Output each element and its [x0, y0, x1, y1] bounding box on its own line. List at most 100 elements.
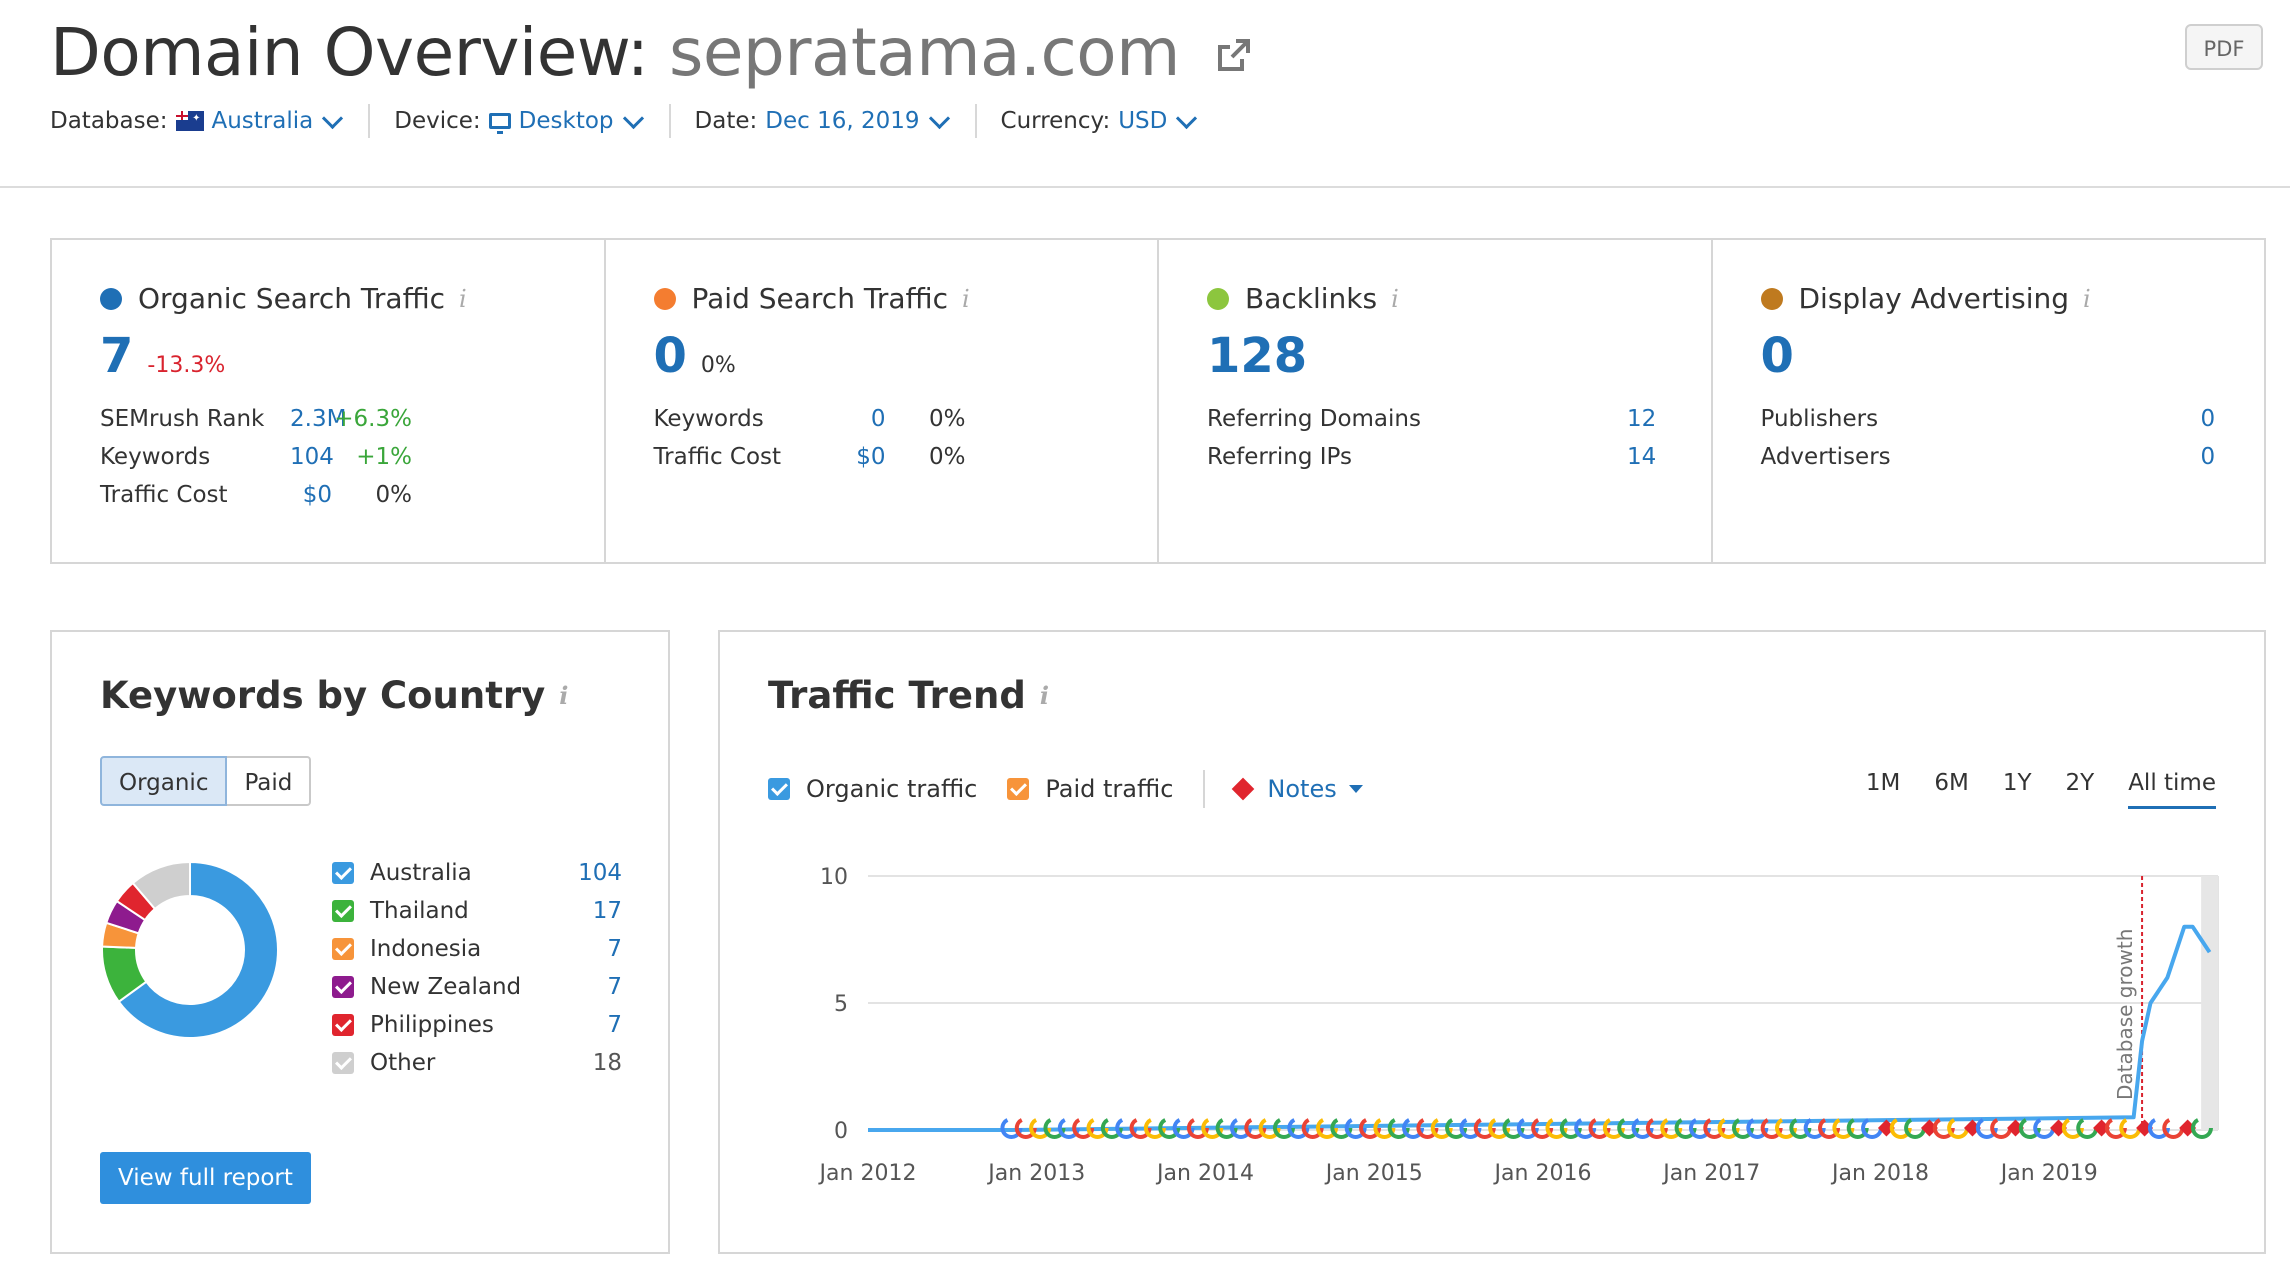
note-marker[interactable]: [1559, 1117, 1582, 1139]
info-icon[interactable]: i: [2083, 284, 2091, 313]
note-marker[interactable]: [1359, 1117, 1382, 1139]
note-marker[interactable]: [1057, 1117, 1080, 1139]
chevron-down-icon[interactable]: [622, 107, 644, 129]
note-marker[interactable]: [1072, 1117, 1095, 1139]
legend-item[interactable]: Philippines 7: [332, 1006, 622, 1044]
checkbox-icon[interactable]: [332, 1052, 354, 1074]
database-value[interactable]: Australia: [211, 108, 314, 134]
note-marker[interactable]: [1402, 1117, 1425, 1139]
note-marker[interactable]: [1258, 1117, 1281, 1139]
backlinks-count[interactable]: 128: [1207, 328, 1308, 384]
display-count[interactable]: 0: [1760, 328, 1794, 384]
note-marker[interactable]: [1244, 1117, 1267, 1139]
notes-dropdown[interactable]: Notes: [1232, 775, 1363, 803]
row-value[interactable]: 0: [870, 406, 886, 432]
note-marker[interactable]: [1459, 1117, 1482, 1139]
external-link-icon[interactable]: [1214, 14, 1254, 91]
note-marker[interactable]: [1631, 1117, 1654, 1139]
note-marker[interactable]: [1516, 1117, 1539, 1139]
note-marker[interactable]: [1229, 1117, 1252, 1139]
device-value[interactable]: Desktop: [518, 108, 614, 134]
range-2y[interactable]: 2Y: [2065, 770, 2095, 796]
note-marker[interactable]: [1602, 1117, 1625, 1139]
paid-traffic-value[interactable]: 0: [653, 328, 687, 384]
note-marker[interactable]: [1889, 1117, 1912, 1139]
note-marker[interactable]: [1502, 1117, 1525, 1139]
note-marker[interactable]: [1014, 1117, 1037, 1139]
organic-traffic-line[interactable]: [868, 924, 2212, 1132]
donut-slice-australia[interactable]: [117, 860, 279, 1039]
note-marker[interactable]: [1660, 1117, 1683, 1139]
note-marker[interactable]: [1029, 1117, 1052, 1139]
note-marker[interactable]: [1100, 1117, 1123, 1139]
card-title[interactable]: Display Advertising: [1798, 282, 2070, 315]
note-marker[interactable]: [1760, 1117, 1783, 1139]
row-value[interactable]: 0: [2200, 444, 2216, 470]
traffic-trend-chart[interactable]: 0 5 10 Jan 2012 Jan 2013 Jan 2014 Jan 2015 Jan …: [720, 632, 2264, 1252]
checkbox-icon[interactable]: [332, 1014, 354, 1036]
card-title[interactable]: Organic Search Traffic: [138, 282, 446, 315]
note-marker[interactable]: [1330, 1117, 1353, 1139]
note-marker[interactable]: [1832, 1117, 1855, 1139]
info-icon[interactable]: i: [559, 681, 569, 710]
note-marker[interactable]: [2190, 1117, 2213, 1139]
note-marker[interactable]: [1387, 1117, 1410, 1139]
note-marker[interactable]: [1172, 1117, 1195, 1139]
view-full-report-button[interactable]: View full report: [100, 1152, 311, 1204]
note-marker[interactable]: [1688, 1117, 1711, 1139]
note-marker[interactable]: [1846, 1117, 1869, 1139]
note-marker[interactable]: [1316, 1117, 1338, 1139]
note-marker[interactable]: [1301, 1117, 1324, 1139]
note-marker[interactable]: [1186, 1117, 1209, 1139]
checkbox-icon[interactable]: [768, 778, 790, 800]
note-marker[interactable]: [1201, 1117, 1224, 1139]
legend-item[interactable]: Thailand 17: [332, 892, 622, 930]
row-value[interactable]: 14: [1627, 444, 1657, 470]
row-value[interactable]: $0: [302, 482, 332, 508]
note-marker[interactable]: [1000, 1117, 1023, 1139]
note-marker[interactable]: [1272, 1117, 1295, 1139]
range-all-time[interactable]: All time: [2128, 770, 2216, 809]
note-marker[interactable]: [1129, 1117, 1152, 1139]
note-marker[interactable]: [1430, 1117, 1453, 1139]
legend-item[interactable]: Australia 104: [332, 854, 622, 892]
note-marker[interactable]: [2018, 1117, 2041, 1139]
note-marker[interactable]: [1645, 1117, 1668, 1139]
note-marker[interactable]: [1588, 1117, 1611, 1139]
note-marker[interactable]: [1373, 1117, 1396, 1139]
note-marker[interactable]: [2061, 1117, 2084, 1139]
card-title[interactable]: Paid Search Traffic: [691, 282, 948, 315]
note-marker[interactable]: [1043, 1117, 1066, 1139]
notes-label[interactable]: Notes: [1267, 775, 1337, 803]
note-marker[interactable]: [1746, 1117, 1769, 1139]
donut-slice-other[interactable]: [131, 860, 191, 911]
date-filter[interactable]: Date: Dec 16, 2019: [695, 107, 951, 134]
card-title[interactable]: Backlinks: [1245, 282, 1378, 315]
note-marker[interactable]: [1731, 1117, 1754, 1139]
legend-item[interactable]: New Zealand 7: [332, 968, 622, 1006]
note-marker[interactable]: [1344, 1117, 1367, 1139]
note-marker[interactable]: [1674, 1117, 1697, 1139]
range-1y[interactable]: 1Y: [2002, 770, 2032, 796]
country-value[interactable]: 17: [592, 898, 622, 924]
checkbox-icon[interactable]: [332, 862, 354, 884]
range-6m[interactable]: 6M: [1934, 770, 1969, 796]
note-marker[interactable]: [1775, 1117, 1797, 1139]
chevron-down-icon[interactable]: [928, 107, 950, 129]
currency-value[interactable]: USD: [1118, 108, 1168, 134]
chevron-down-icon[interactable]: [1176, 107, 1198, 129]
checkbox-icon[interactable]: [332, 976, 354, 998]
legend-item[interactable]: Indonesia 7: [332, 930, 622, 968]
checkbox-icon[interactable]: [332, 900, 354, 922]
country-value[interactable]: 7: [607, 936, 622, 962]
info-icon[interactable]: i: [961, 284, 970, 313]
note-marker[interactable]: [1086, 1117, 1109, 1139]
checkbox-icon[interactable]: [332, 938, 354, 960]
country-donut-chart[interactable]: [100, 860, 280, 1040]
note-marker[interactable]: [1287, 1117, 1310, 1139]
note-marker[interactable]: [1531, 1117, 1554, 1139]
note-marker[interactable]: [1158, 1117, 1181, 1139]
info-icon[interactable]: i: [459, 284, 467, 313]
note-marker[interactable]: [1617, 1117, 1640, 1139]
note-marker[interactable]: [1445, 1117, 1468, 1139]
